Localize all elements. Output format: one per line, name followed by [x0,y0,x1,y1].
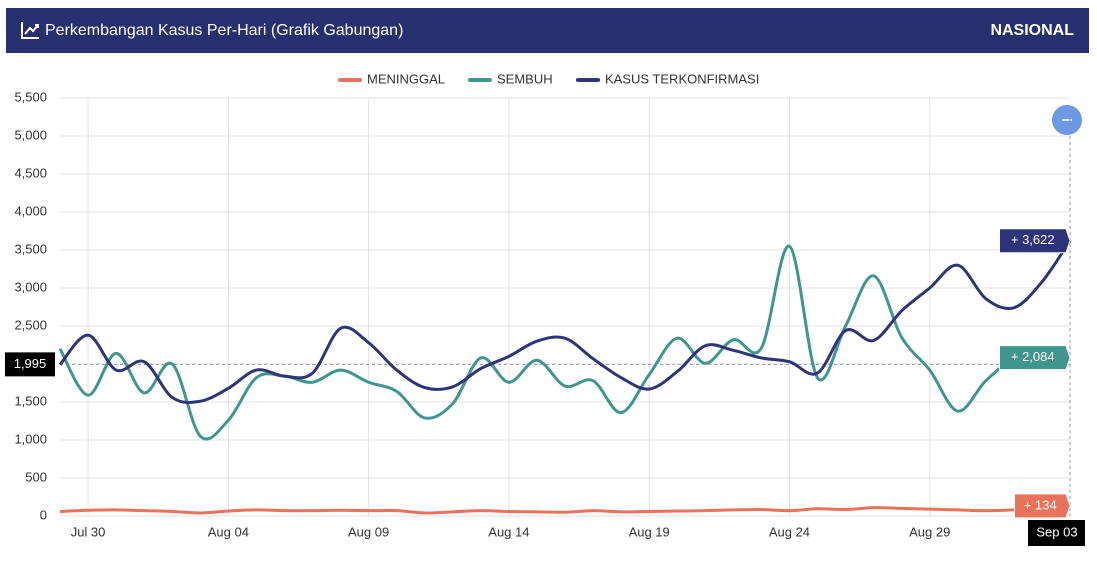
crosshair-box [5,352,55,377]
header-bar [6,8,1089,53]
y-tick-label: 0 [40,507,47,522]
zoom-button[interactable] [1052,105,1082,135]
chart-title: Perkembangan Kasus Per-Hari (Grafik Gabu… [45,22,403,39]
y-tick-label: 1,500 [14,393,47,408]
x-tick-label: Aug 29 [909,524,950,539]
y-tick-label: 4,500 [14,165,47,180]
chart-icon [21,22,39,39]
scope-label: NASIONAL [990,22,1074,39]
tooltip-label: + 2,084 [1011,349,1055,364]
crosshair-label: 1,995 [14,356,47,371]
x-crosshair-box [1028,520,1085,546]
x-tick-label: Aug 09 [348,524,389,539]
x-tick-label: Aug 19 [629,524,670,539]
y-tick-label: 3,000 [14,279,47,294]
tooltip-label: + 3,622 [1011,232,1055,247]
tooltip-box [999,228,1071,254]
x-crosshair-label: Sep 03 [1036,524,1077,539]
y-tick-label: 3,500 [14,241,47,256]
y-tick-label: 500 [25,469,47,484]
tooltip-box [999,345,1071,371]
series-line [58,239,1072,404]
series-line [58,244,1071,441]
legend-label: MENINGGAL [367,71,445,86]
series-line [59,504,1071,515]
x-tick-label: Aug 24 [769,524,810,539]
y-tick-label: 1,000 [14,431,47,446]
y-tick-label: 4,000 [14,203,47,218]
y-tick-label: 5,000 [14,127,47,142]
tooltip-box [1014,493,1071,519]
x-tick-label: Aug 14 [488,524,529,539]
x-tick-label: Jul 30 [71,524,106,539]
y-tick-label: 2,500 [14,317,47,332]
legend-label: SEMBUH [497,71,553,86]
x-tick-label: Aug 04 [208,524,249,539]
tooltip-label: + 134 [1024,497,1057,512]
legend-label: KASUS TERKONFIRMASI [605,71,759,86]
y-tick-label: 5,500 [14,89,47,104]
